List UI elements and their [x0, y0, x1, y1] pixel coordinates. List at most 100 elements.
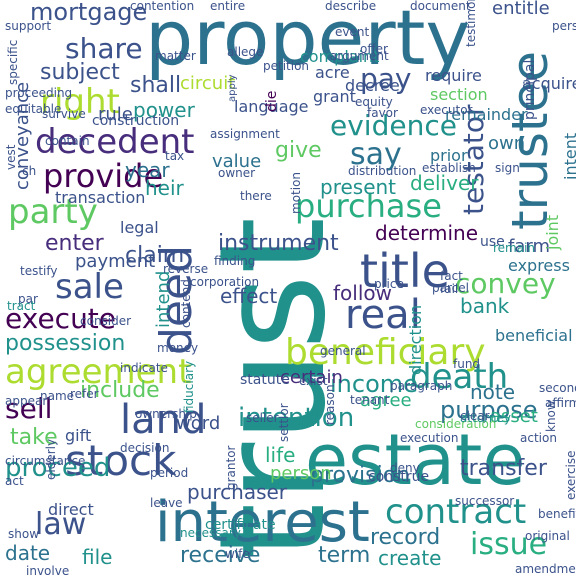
- word-construction: construction: [92, 113, 180, 129]
- word-tenant: tenant: [350, 393, 390, 407]
- word-land: land: [120, 397, 207, 443]
- word-value: value: [212, 151, 262, 172]
- word-ownership: ownership: [135, 407, 197, 421]
- word-heir: heir: [145, 176, 184, 200]
- word-transaction: transaction: [55, 188, 146, 207]
- word-document: document: [410, 0, 471, 13]
- word-support: support: [5, 19, 52, 33]
- word-power: power: [133, 98, 195, 122]
- word-purchaser: purchaser: [187, 480, 288, 504]
- word-benefit: benefit: [538, 507, 576, 521]
- word-ch: ch: [22, 164, 37, 178]
- word-receive: receive: [180, 543, 261, 568]
- word-proceed: proceed: [5, 453, 111, 483]
- word-die: die: [264, 90, 280, 112]
- word-second: second: [539, 381, 576, 395]
- word-person: person: [270, 463, 332, 484]
- word-evidence: evidence: [330, 109, 457, 142]
- word-present: present: [320, 175, 397, 199]
- word-asset: asset: [490, 406, 538, 427]
- word-convey: convey: [455, 267, 556, 300]
- word-clear: clear: [460, 409, 490, 423]
- word-tax: tax: [165, 149, 185, 163]
- word-execute: execute: [5, 302, 117, 335]
- word-distribution: distribution: [348, 164, 417, 178]
- word-possession: possession: [5, 331, 126, 356]
- word-decree: decree: [345, 76, 400, 95]
- word-attorney: attorney: [460, 411, 511, 425]
- word-transfer: transfer: [460, 456, 547, 481]
- word-direct: direct: [48, 500, 94, 519]
- word-assignment: assignment: [210, 127, 280, 141]
- word-interest: interest: [155, 490, 370, 555]
- word-provision: provision: [310, 463, 411, 488]
- word-acquire: acquire: [522, 74, 576, 93]
- word-life: life: [265, 443, 296, 467]
- word-matter: matter: [155, 49, 196, 63]
- word-party: party: [8, 192, 98, 232]
- word-sale: sale: [55, 267, 124, 307]
- word-construe: construe: [368, 469, 430, 485]
- word-paragraph: paragraph: [390, 379, 453, 393]
- word-title: title: [360, 244, 450, 298]
- word-proceeding: proceeding: [5, 86, 73, 100]
- word-term: term: [318, 543, 371, 568]
- word-direction: direction: [406, 304, 425, 375]
- word-general: general: [320, 344, 366, 358]
- word-name: name: [40, 389, 75, 403]
- word-appear: appear: [5, 394, 48, 408]
- word-provide: provide: [43, 157, 164, 195]
- word-argument: argument: [330, 49, 389, 63]
- word-fail: fail: [440, 282, 459, 296]
- word-decedent: decedent: [35, 122, 195, 162]
- word-circumstance: circumstance: [5, 454, 86, 468]
- word-remainder: remainder: [445, 105, 528, 124]
- word-gift: gift: [65, 426, 92, 445]
- word-testimony: testimony: [464, 0, 478, 47]
- word-file: file: [82, 545, 113, 569]
- word-successor: successor: [455, 494, 515, 508]
- word-sign: sign: [495, 161, 520, 175]
- word-par: par: [18, 292, 38, 306]
- word-entitle: entitle: [492, 0, 550, 19]
- word-beneficiary: beneficiary: [285, 332, 486, 373]
- word-there: there: [240, 189, 272, 203]
- word-fact: fact: [440, 269, 463, 283]
- word-fund: fund: [453, 357, 481, 371]
- word-estate: estate: [305, 419, 526, 501]
- word-create: create: [378, 546, 442, 570]
- word-sell: sell: [5, 392, 53, 425]
- word-event: event: [335, 25, 370, 39]
- word-grant: grant: [313, 87, 356, 106]
- word-share: share: [65, 32, 143, 65]
- word-certificate: certificate: [205, 517, 276, 533]
- word-price: price: [374, 277, 404, 291]
- word-issue: issue: [470, 527, 548, 562]
- word-statute: statute: [240, 372, 290, 388]
- word-describe: describe: [325, 0, 377, 13]
- word-equity: equity: [355, 95, 393, 109]
- word-give: give: [275, 138, 322, 163]
- word-finding: finding: [214, 254, 256, 268]
- word-contract: contract: [385, 492, 527, 532]
- word-affirm: affirm: [545, 396, 576, 410]
- word-testify: testify: [20, 264, 58, 278]
- word-intention: intention: [238, 403, 355, 433]
- word-owner: owner: [218, 166, 256, 180]
- word-beneficial: beneficial: [495, 326, 573, 345]
- word-personalty: personalty: [552, 19, 576, 33]
- word-acre: acre: [315, 63, 350, 82]
- word-property: property: [145, 0, 471, 82]
- word-deny: deny: [390, 461, 420, 475]
- word-contain: contain: [45, 134, 90, 148]
- word-follow: follow: [333, 281, 392, 305]
- word-seller: seller: [246, 411, 279, 425]
- word-instrument: instrument: [218, 231, 339, 256]
- word-require: require: [425, 66, 482, 85]
- word-original: original: [525, 529, 570, 543]
- word-equitable: equitable: [5, 102, 62, 116]
- word-action: action: [520, 431, 557, 445]
- word-survive: survive: [42, 107, 86, 121]
- word-intend: intend: [153, 270, 174, 328]
